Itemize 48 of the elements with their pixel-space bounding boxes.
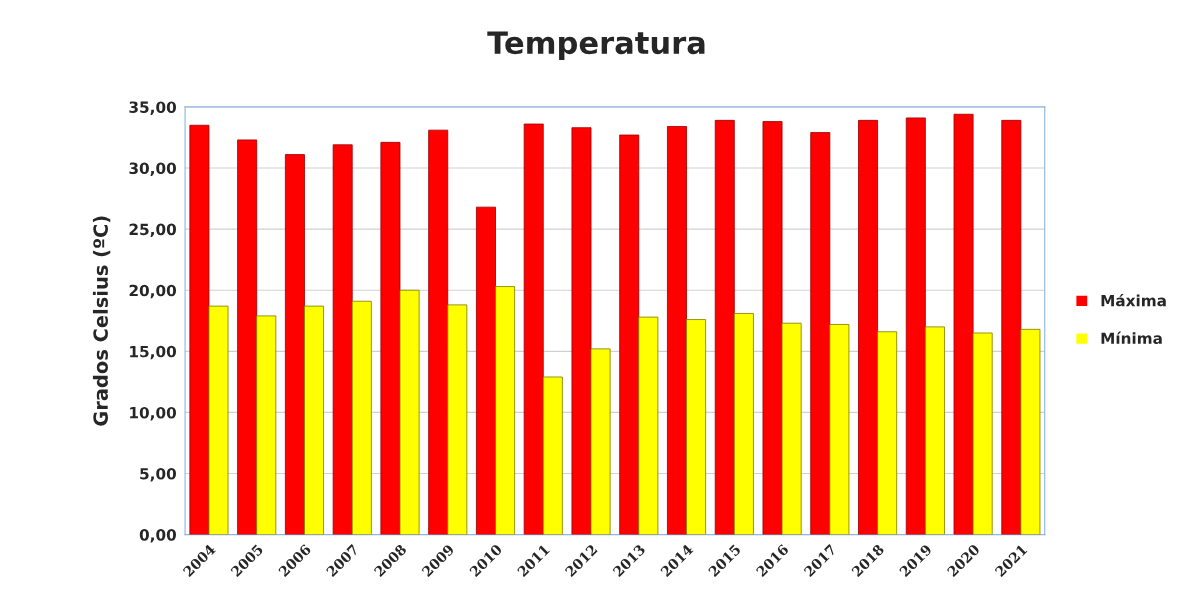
bar: [475, 206, 496, 535]
bar: [953, 113, 974, 535]
bar: [590, 348, 611, 535]
bar: [858, 119, 879, 535]
y-axis-title: Grados Celsius (ºC): [92, 216, 111, 426]
legend-label: Máxima: [1101, 293, 1166, 307]
y-tick-label: 20,00: [129, 284, 177, 299]
y-tick-label: 35,00: [129, 101, 177, 115]
y-tick-label: 10,00: [130, 406, 177, 421]
bar: [877, 331, 898, 535]
bar: [351, 300, 372, 535]
bar: [667, 126, 687, 535]
bar: [304, 305, 324, 535]
y-tick-label: 30,00: [129, 162, 177, 176]
bar: [1020, 328, 1041, 535]
bar: [638, 316, 659, 535]
legend-label: Mínima: [1101, 331, 1162, 345]
y-tick-label: 25,00: [129, 223, 177, 238]
bar: [447, 304, 468, 535]
bar: [810, 132, 831, 535]
bar: [399, 289, 420, 535]
y-tick-label: 15,00: [130, 345, 177, 360]
bar: [208, 305, 229, 535]
bar: [237, 139, 258, 535]
bar: [284, 154, 305, 535]
bar: [905, 117, 926, 535]
bar: [924, 326, 945, 535]
bar: [256, 315, 277, 535]
bar: [829, 324, 850, 535]
bar: [332, 144, 353, 535]
y-tick-label: 5,00: [140, 467, 177, 482]
bar: [1001, 119, 1022, 535]
bar: [714, 119, 735, 535]
bar: [619, 134, 640, 535]
bar: [762, 121, 783, 535]
bar: [781, 322, 802, 535]
bar: [571, 127, 592, 535]
bar: [380, 141, 401, 535]
y-tick-label: 0,00: [139, 529, 177, 543]
chart-title: Temperatura: [487, 31, 705, 61]
bar: [542, 376, 563, 535]
bar: [495, 286, 516, 535]
bar: [686, 319, 707, 535]
bar: [972, 332, 993, 535]
bar: [189, 124, 210, 535]
bar: [428, 129, 449, 535]
bar: [733, 313, 754, 535]
bar: [523, 123, 544, 535]
